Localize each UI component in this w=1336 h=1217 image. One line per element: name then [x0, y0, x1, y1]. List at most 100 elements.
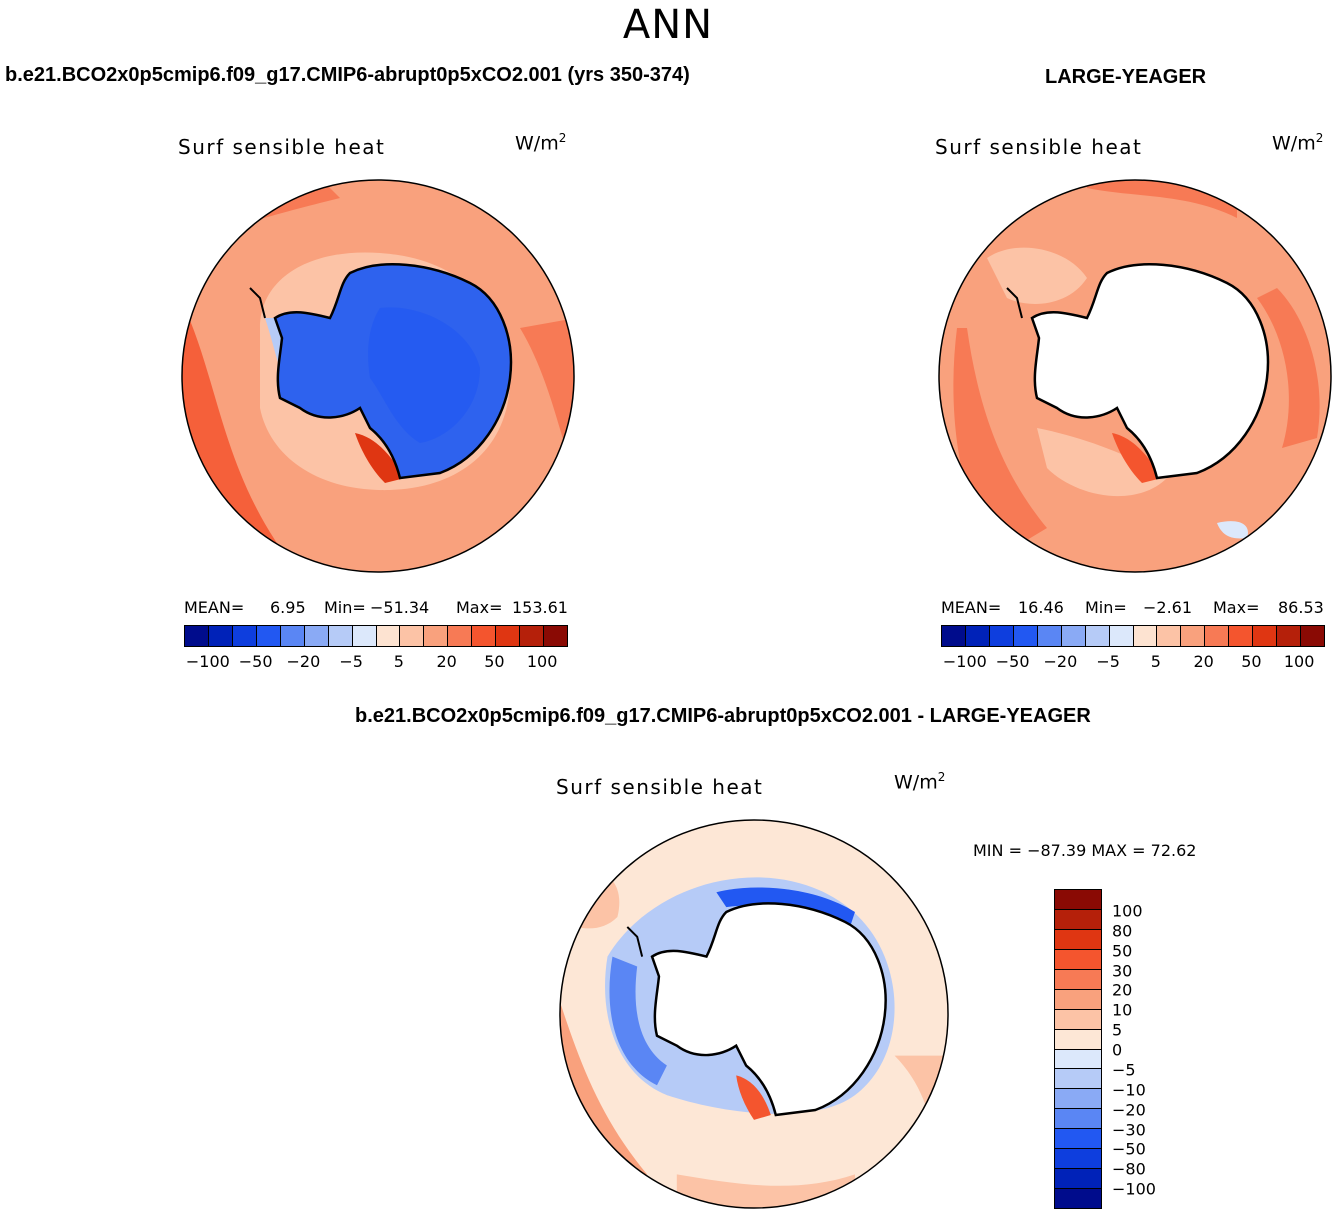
colorbar-swatch — [1055, 1189, 1101, 1208]
panel-2-header: LARGE-YEAGER — [1045, 66, 1207, 88]
min-label: Min= — [324, 598, 366, 617]
mean-label: MEAN= — [941, 598, 1002, 617]
peninsula-coast — [626, 926, 644, 957]
max-label: Max= — [1213, 598, 1260, 617]
colorbar-tick-label: 5 — [1112, 1020, 1123, 1040]
colorbar-tick-label: 50 — [484, 652, 505, 671]
colorbar-tick-label: −5 — [339, 652, 363, 671]
colorbar-swatch — [448, 626, 473, 646]
panel-1-header: b.e21.BCO2x0p5cmip6.f09_g17.CMIP6-abrupt… — [5, 64, 690, 86]
colorbar-swatch — [185, 626, 209, 646]
light-patch — [1037, 428, 1167, 497]
colorbar-swatch — [1181, 626, 1206, 646]
colorbar-swatch — [328, 626, 353, 646]
panel-2-map — [938, 179, 1332, 573]
colorbar-swatch — [1157, 626, 1182, 646]
colorbar-swatch — [1133, 626, 1158, 646]
panel-3-colorbar — [1054, 889, 1102, 1209]
colorbar-swatch — [1055, 909, 1101, 930]
colorbar-tick-label: −5 — [1112, 1060, 1136, 1080]
colorbar-swatch — [400, 626, 425, 646]
peninsula-coast — [1006, 287, 1023, 319]
colorbar-tick-label: 20 — [436, 652, 457, 671]
colorbar-tick-label: −50 — [995, 652, 1030, 671]
max-value: 86.53 — [1278, 598, 1324, 617]
colorbar-swatch — [1055, 929, 1101, 950]
colorbar-swatch — [1109, 626, 1134, 646]
colorbar-tick-label: −5 — [1096, 652, 1120, 671]
colorbar-swatch — [1229, 626, 1254, 646]
colorbar-tick-label: 100 — [1283, 652, 1315, 671]
colorbar-swatch — [376, 626, 401, 646]
colorbar-tick-label: −30 — [1112, 1120, 1146, 1139]
colorbar-swatch — [1013, 626, 1038, 646]
colorbar-swatch — [1055, 949, 1101, 970]
min-value: −51.34 — [370, 598, 430, 617]
mean-label: MEAN= — [184, 598, 245, 617]
colorbar-swatch — [1055, 1149, 1101, 1170]
colorbar-swatch — [1055, 989, 1101, 1010]
min-value: −2.61 — [1143, 598, 1193, 617]
colorbar-swatch — [1055, 1029, 1101, 1050]
warm-hotspot — [1112, 433, 1162, 483]
colorbar-swatch — [965, 626, 990, 646]
colorbar-tick-label: −50 — [238, 652, 273, 671]
colorbar-swatch — [989, 626, 1014, 646]
colorbar-swatch — [496, 626, 521, 646]
colorbar-swatch — [942, 626, 966, 646]
warm-band — [520, 318, 574, 478]
colorbar-tick-label: 80 — [1112, 921, 1133, 941]
panel-1-colorbar — [184, 625, 568, 647]
colorbar-swatch — [520, 626, 545, 646]
colorbar-swatch — [1055, 1009, 1101, 1030]
panel-1-stats: MEAN= 6.95 Min= −51.34 Max= 153.61 — [184, 598, 574, 618]
colorbar-swatch — [1055, 890, 1101, 910]
colorbar-swatch — [304, 626, 329, 646]
cool-patch — [1217, 521, 1248, 539]
colorbar-tick-label: −80 — [1112, 1159, 1146, 1179]
colorbar-swatch — [1301, 626, 1324, 646]
colorbar-tick-label: 20 — [1112, 980, 1133, 1000]
colorbar-tick-label: 100 — [1112, 901, 1143, 921]
colorbar-tick-label: −100 — [942, 652, 987, 671]
colorbar-tick-label: 50 — [1241, 652, 1262, 671]
page-title: ANN — [622, 2, 714, 48]
colorbar-swatch — [1205, 626, 1230, 646]
antarctica — [1030, 263, 1270, 480]
colorbar-tick-label: 50 — [1112, 941, 1133, 961]
panel-2-variable-label: Surf sensible heat — [935, 135, 1143, 159]
warm-hotspot — [736, 1075, 771, 1120]
panel-1-units: W/m2 — [515, 131, 567, 155]
max-value: 153.61 — [512, 598, 568, 617]
colorbar-tick-label: −50 — [1112, 1139, 1146, 1159]
panel-3-header: b.e21.BCO2x0p5cmip6.f09_g17.CMIP6-abrupt… — [355, 705, 1091, 727]
colorbar-swatch — [1061, 626, 1086, 646]
colorbar-swatch — [1055, 1109, 1101, 1130]
antarctica — [650, 902, 887, 1117]
colorbar-swatch — [424, 626, 449, 646]
colorbar-swatch — [1055, 1169, 1101, 1190]
panel-3-map — [559, 819, 949, 1209]
colorbar-tick-label: 5 — [393, 652, 404, 671]
light-patch — [987, 247, 1087, 304]
antarctica-inner-shade — [368, 307, 480, 443]
colorbar-swatch — [352, 626, 377, 646]
warm-hotspot — [355, 433, 405, 483]
cool-band — [609, 956, 667, 1086]
colorbar-tick-label: 10 — [1112, 1000, 1133, 1020]
colorbar-swatch — [280, 626, 305, 646]
colorbar-swatch — [232, 626, 257, 646]
colorbar-swatch — [472, 626, 497, 646]
colorbar-swatch — [1037, 626, 1062, 646]
mean-value: 16.46 — [1018, 598, 1064, 617]
colorbar-swatch — [1055, 969, 1101, 990]
panel-3-minmax: MIN = −87.39 MAX = 72.62 — [973, 841, 1197, 860]
panel-3-units: W/m2 — [894, 770, 946, 794]
panel-2-units: W/m2 — [1272, 131, 1324, 155]
min-label: Min= — [1085, 598, 1127, 617]
max-label: Max= — [456, 598, 503, 617]
mean-value: 6.95 — [270, 598, 306, 617]
panel-2-stats: MEAN= 16.46 Min= −2.61 Max= 86.53 — [941, 598, 1331, 618]
colorbar-swatch — [1277, 626, 1302, 646]
colorbar-swatch — [1055, 1129, 1101, 1150]
